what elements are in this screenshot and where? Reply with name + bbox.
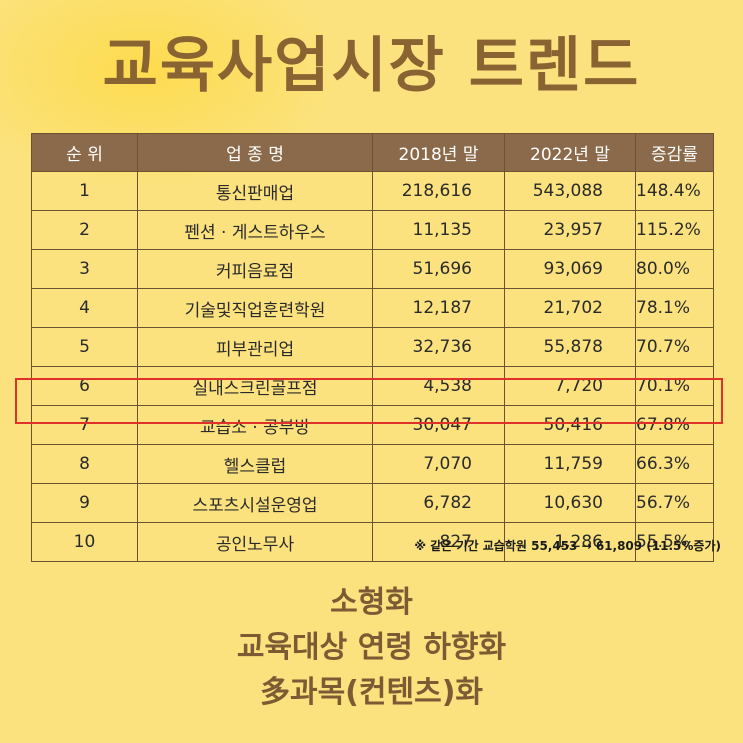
business-name-cell: 피부관리업 <box>137 327 373 367</box>
value-2018-cell: 30,047 <box>372 405 505 445</box>
table-row: 6 실내스크린골프점 4,538 7,720 70.1% <box>31 366 714 406</box>
value-2022-cell: 55,878 <box>504 327 636 367</box>
value-2018-cell: 12,187 <box>372 288 505 328</box>
value-2022-cell: 23,957 <box>504 210 636 250</box>
table-row: 7 교습소 · 공부방 30,047 50,416 67.8% <box>31 405 714 445</box>
table-row: 5 피부관리업 32,736 55,878 70.7% <box>31 327 714 367</box>
growth-rate-cell: 70.1% <box>635 366 714 406</box>
rank-cell: 1 <box>31 171 138 211</box>
value-2022-cell: 11,759 <box>504 444 636 484</box>
table-row: 3 커피음료점 51,696 93,069 80.0% <box>31 249 714 289</box>
value-2018-cell: 218,616 <box>372 171 505 211</box>
summary-line-2: 교육대상 연령 하향화 <box>236 630 507 665</box>
value-2022-cell: 1,286 <box>504 522 636 562</box>
table-row: 4 기술및직업훈련학원 12,187 21,702 78.1% <box>31 288 714 328</box>
header-rank: 순 위 <box>31 133 138 172</box>
header-2022: 2022년 말 <box>504 133 636 172</box>
rank-cell: 2 <box>31 210 138 250</box>
header-business-name: 업 종 명 <box>137 133 373 172</box>
growth-rate-cell: 115.2% <box>635 210 714 250</box>
summary-line-1: 소형화 <box>330 585 413 620</box>
growth-rate-cell: 78.1% <box>635 288 714 328</box>
page-title: 교육사업시장 트렌드 <box>102 31 641 101</box>
value-2018-cell: 51,696 <box>372 249 505 289</box>
value-2022-cell: 21,702 <box>504 288 636 328</box>
rank-cell: 10 <box>31 522 138 562</box>
growth-rate-cell: 56.7% <box>635 483 714 523</box>
business-name-cell: 펜션 · 게스트하우스 <box>137 210 373 250</box>
header-2018: 2018년 말 <box>372 133 505 172</box>
value-2018-cell: 11,135 <box>372 210 505 250</box>
value-2022-cell: 7,720 <box>504 366 636 406</box>
business-name-cell: 기술및직업훈련학원 <box>137 288 373 328</box>
highlight-box <box>15 378 723 424</box>
value-2018-cell: 7,070 <box>372 444 505 484</box>
value-2018-cell: 32,736 <box>372 327 505 367</box>
rank-cell: 5 <box>31 327 138 367</box>
value-2018-cell: 827 <box>372 522 505 562</box>
rank-cell: 6 <box>31 366 138 406</box>
table-row: 1 통신판매업 218,616 543,088 148.4% <box>31 171 714 211</box>
table-row: 10 공인노무사 827 1,286 55.5% <box>31 522 714 562</box>
ranking-table: 순 위 업 종 명 2018년 말 2022년 말 증감률 1 통신판매업 218,… <box>31 133 714 562</box>
business-name-cell: 스포츠시설운영업 <box>137 483 373 523</box>
table-row: 9 스포츠시설운영업 6,782 10,630 56.7% <box>31 483 714 523</box>
header-growth-rate: 증감률 <box>635 133 714 172</box>
growth-rate-cell: 55.5% <box>635 522 714 562</box>
growth-rate-cell: 70.7% <box>635 327 714 367</box>
rank-cell: 8 <box>31 444 138 484</box>
rank-cell: 3 <box>31 249 138 289</box>
business-name-cell: 통신판매업 <box>137 171 373 211</box>
value-2022-cell: 50,416 <box>504 405 636 445</box>
footnote: ※ 같은 기간 교습학원 55,453 → 61,809 (11.5%증가) <box>414 539 721 553</box>
business-name-cell: 헬스클럽 <box>137 444 373 484</box>
business-name-cell: 공인노무사 <box>137 522 373 562</box>
growth-rate-cell: 66.3% <box>635 444 714 484</box>
summary-line-3: 多과목(컨텐츠)화 <box>259 675 484 710</box>
table-row: 8 헬스클럽 7,070 11,759 66.3% <box>31 444 714 484</box>
rank-cell: 4 <box>31 288 138 328</box>
value-2022-cell: 543,088 <box>504 171 636 211</box>
table-row: 2 펜션 · 게스트하우스 11,135 23,957 115.2% <box>31 210 714 250</box>
growth-rate-cell: 80.0% <box>635 249 714 289</box>
summary-block: 소형화 교육대상 연령 하향화 多과목(컨텐츠)화 <box>0 580 743 715</box>
growth-rate-cell: 67.8% <box>635 405 714 445</box>
value-2022-cell: 10,630 <box>504 483 636 523</box>
value-2018-cell: 4,538 <box>372 366 505 406</box>
business-name-cell: 실내스크린골프점 <box>137 366 373 406</box>
value-2018-cell: 6,782 <box>372 483 505 523</box>
table-header-row: 순 위 업 종 명 2018년 말 2022년 말 증감률 <box>31 133 714 172</box>
value-2022-cell: 93,069 <box>504 249 636 289</box>
growth-rate-cell: 148.4% <box>635 171 714 211</box>
rank-cell: 9 <box>31 483 138 523</box>
business-name-cell: 커피음료점 <box>137 249 373 289</box>
